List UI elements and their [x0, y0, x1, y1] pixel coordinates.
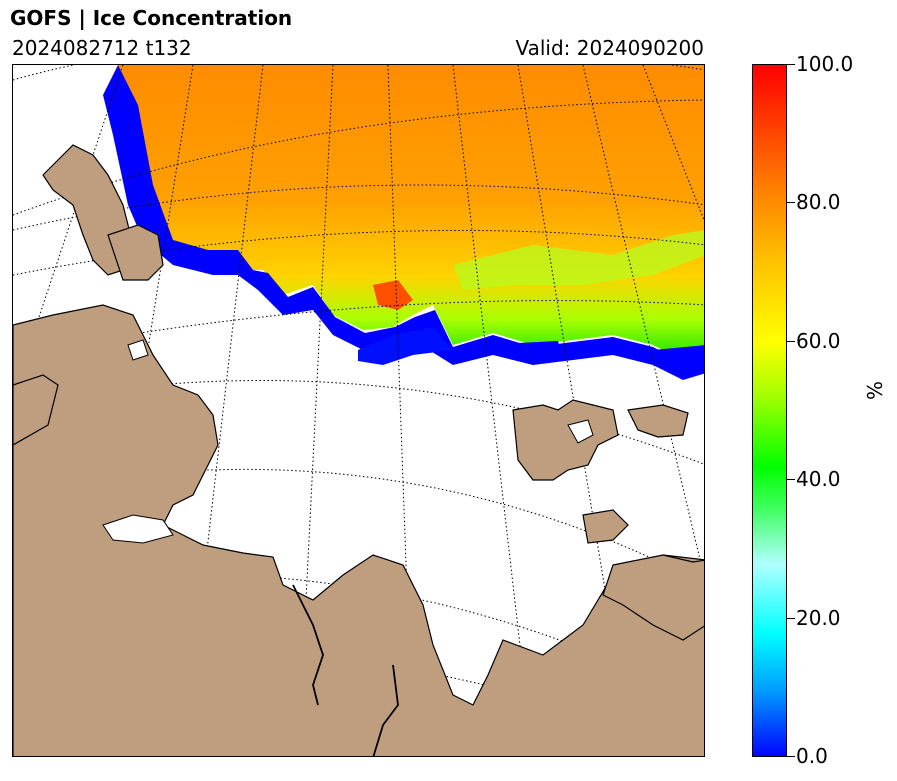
colorbar-label-40: 40.0 [796, 467, 841, 491]
valid-time-label: Valid: 2024090200 [515, 36, 704, 60]
run-time-label: 2024082712 t132 [12, 36, 192, 60]
ice-edge-blue [103, 65, 704, 380]
ice-edge-patch-1 [358, 327, 453, 365]
rivers [292, 584, 399, 756]
colorbar-tick-0 [787, 756, 795, 757]
colorbar-tick-40 [787, 479, 795, 480]
colorbar-label-100: 100.0 [796, 52, 854, 76]
ice-edge-patch-2 [518, 341, 563, 361]
landmass-mainland-south [13, 304, 704, 756]
colorbar-label-20: 20.0 [796, 606, 841, 630]
landmass-west-island [107, 224, 164, 281]
landmass-central-islands-2 [627, 404, 689, 438]
colorbar-tick-80 [787, 202, 795, 203]
landmass-small-island [582, 509, 629, 544]
map-canvas [13, 65, 704, 756]
colorbar-tick-20 [787, 618, 795, 619]
ice-concentration-map [12, 64, 705, 757]
inland-waters [102, 339, 594, 544]
colorbar [752, 64, 787, 757]
green-ice-streak [453, 230, 704, 290]
colorbar-tick-60 [787, 341, 795, 342]
colorbar-label-60: 60.0 [796, 329, 841, 353]
landmass-central-islands-1 [512, 399, 619, 481]
landmass-east-peninsula [602, 554, 704, 641]
colorbar-unit-label: % [863, 380, 887, 400]
colorbar-label-0: 0.0 [796, 744, 828, 768]
colorbar-tick-100 [787, 64, 795, 65]
high-concentration-patch [373, 280, 413, 310]
colorbar-label-80: 80.0 [796, 190, 841, 214]
land-masses [13, 144, 704, 756]
sea-ice-field [118, 65, 704, 365]
ice-edge-patch-3 [653, 345, 704, 370]
colorbar-gradient [753, 65, 786, 756]
map-title: GOFS | Ice Concentration [10, 6, 293, 30]
landmass-west-coast [13, 374, 59, 446]
